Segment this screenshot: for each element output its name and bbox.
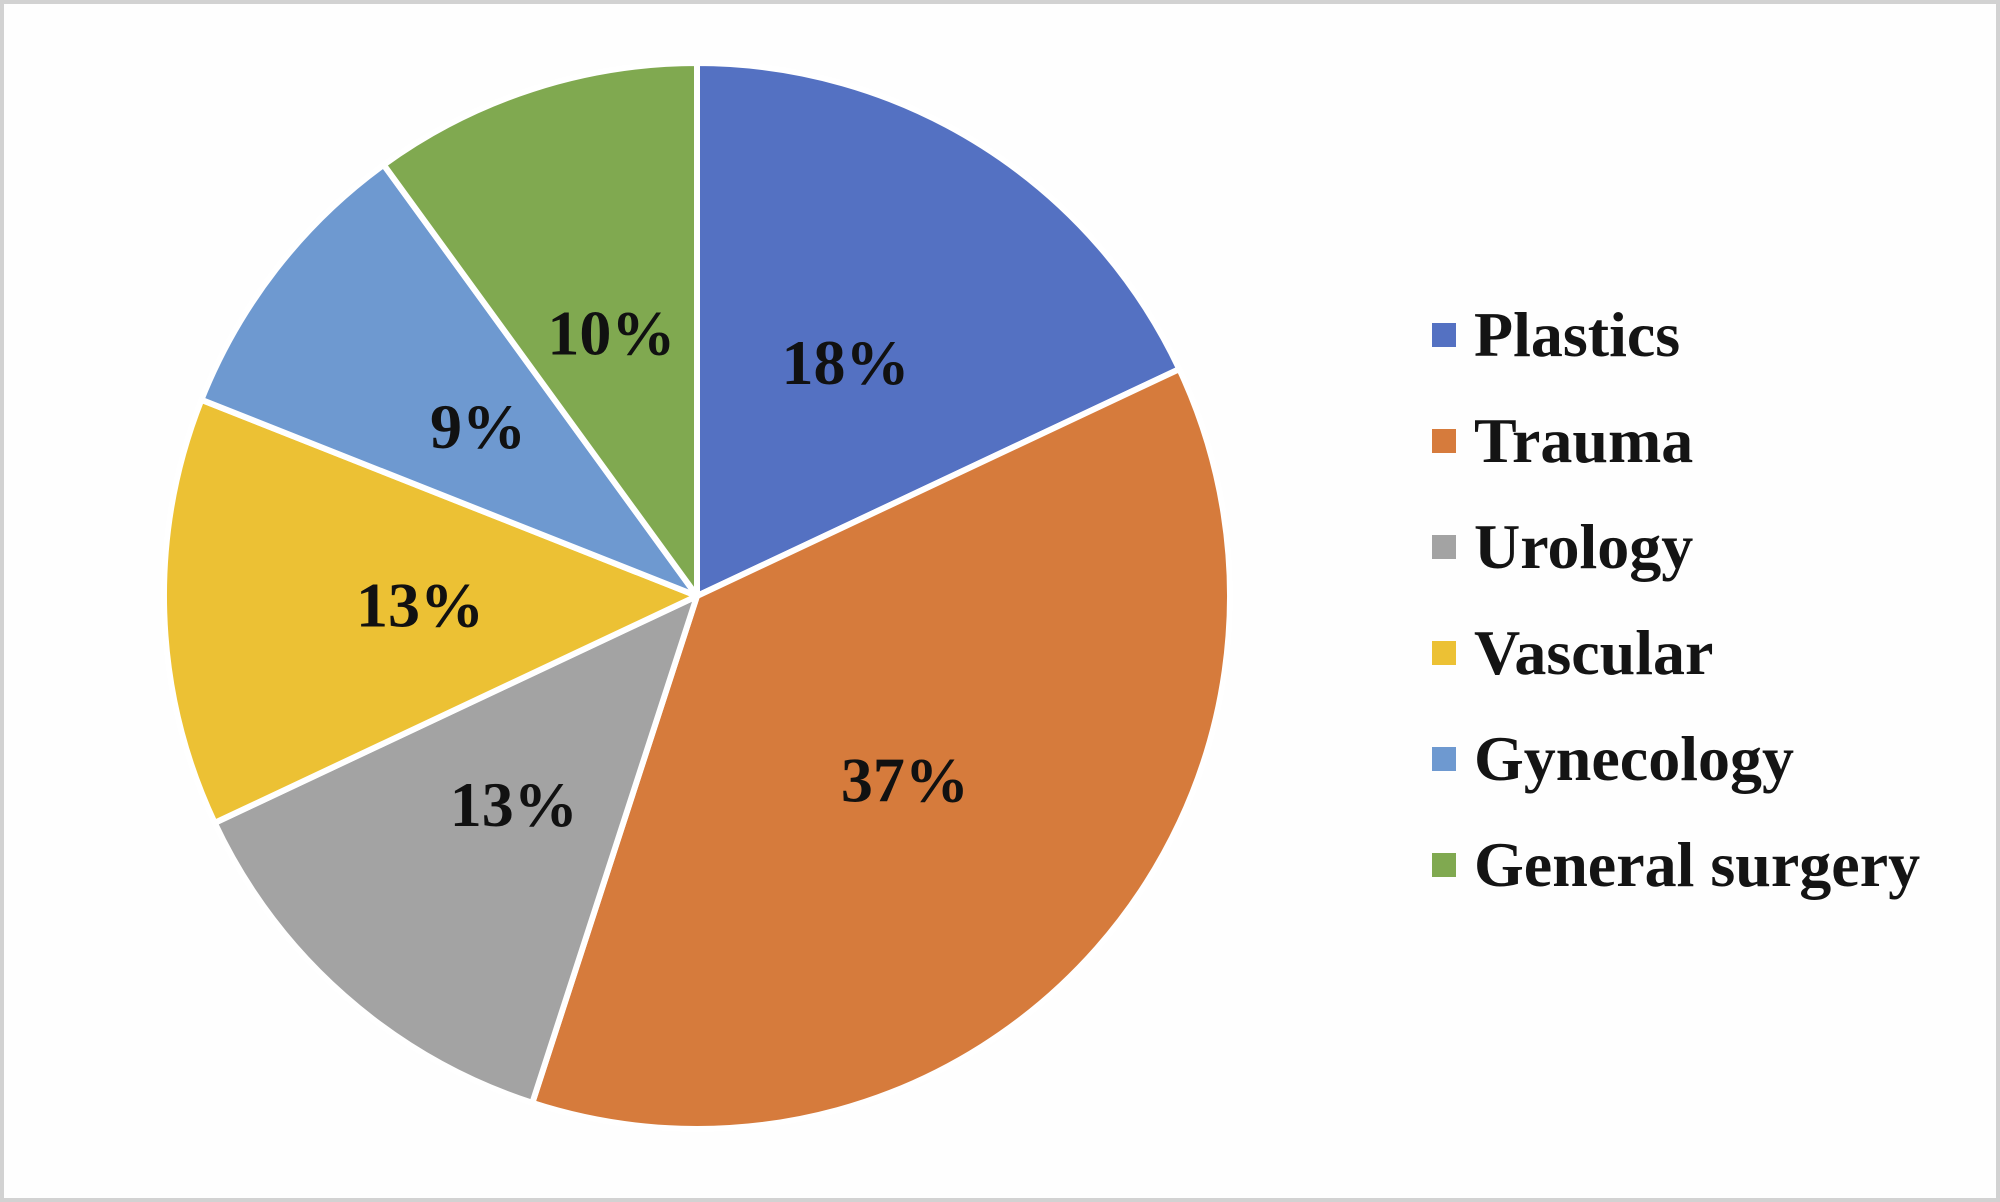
pie-data-labels: 18% 37% 13% 13% 9% 10% bbox=[356, 297, 969, 840]
pie-slice-gynecology bbox=[198, 161, 700, 599]
pie-slice-plastics bbox=[694, 60, 1183, 599]
pie-label-plastics: 18% bbox=[782, 327, 910, 398]
legend-item-general-surgery: General surgery bbox=[1432, 832, 1920, 898]
legend-swatch-trauma bbox=[1432, 429, 1456, 453]
pie-slice-trauma bbox=[529, 366, 1233, 1132]
legend-item-plastics: Plastics bbox=[1432, 302, 1920, 368]
pie-label-general-surgery: 10% bbox=[547, 297, 675, 368]
legend-swatch-plastics bbox=[1432, 323, 1456, 347]
legend-label: Gynecology bbox=[1474, 723, 1794, 794]
legend-label: General surgery bbox=[1474, 829, 1921, 900]
legend-swatch-vascular bbox=[1432, 641, 1456, 665]
legend-label: Trauma bbox=[1474, 405, 1694, 476]
legend-label: Plastics bbox=[1474, 299, 1681, 370]
legend-item-gynecology: Gynecology bbox=[1432, 726, 1920, 792]
pie-label-urology: 13% bbox=[450, 769, 578, 840]
pie-label-gynecology: 9% bbox=[430, 391, 526, 462]
pie-slice-vascular bbox=[161, 396, 700, 826]
legend-swatch-gynecology bbox=[1432, 747, 1456, 771]
legend-item-vascular: Vascular bbox=[1432, 620, 1920, 686]
legend: Plastics Trauma Urology Vascular Gynecology G… bbox=[1432, 302, 1920, 898]
pie-slice-general-surgery bbox=[380, 60, 700, 599]
pie-slice-urology bbox=[211, 593, 700, 1106]
legend-swatch-general-surgery bbox=[1432, 853, 1456, 877]
legend-item-trauma: Trauma bbox=[1432, 408, 1920, 474]
pie-slices bbox=[161, 60, 1233, 1132]
legend-swatch-urology bbox=[1432, 535, 1456, 559]
legend-item-urology: Urology bbox=[1432, 514, 1920, 580]
legend-label: Vascular bbox=[1474, 617, 1714, 688]
legend-label: Urology bbox=[1474, 511, 1694, 582]
pie-label-trauma: 37% bbox=[841, 744, 969, 815]
pie-label-vascular: 13% bbox=[356, 570, 484, 641]
